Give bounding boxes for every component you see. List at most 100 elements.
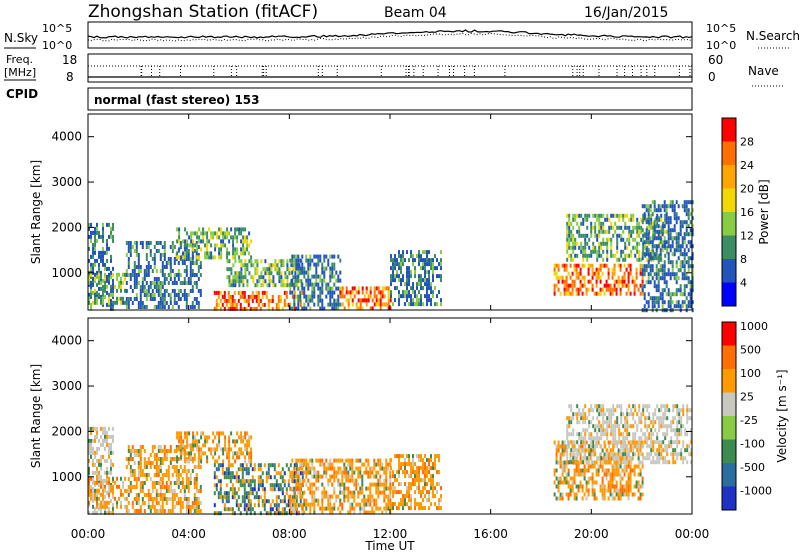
echo-cell xyxy=(169,497,172,501)
echo-cell xyxy=(163,485,166,489)
echo-cell xyxy=(108,446,110,451)
echo-cell xyxy=(606,213,609,218)
echo-cell xyxy=(217,467,220,472)
echo-cell xyxy=(400,266,402,271)
echo-cell xyxy=(147,497,150,501)
echo-cell xyxy=(178,235,181,240)
echo-cell xyxy=(96,450,98,455)
echo-cell xyxy=(377,302,380,307)
echo-cell xyxy=(305,294,308,299)
echo-cell xyxy=(646,257,649,262)
echo-cell xyxy=(335,470,338,475)
echo-cell xyxy=(323,490,326,495)
echo-cell xyxy=(601,480,604,485)
echo-cell xyxy=(598,436,601,441)
echo-cell xyxy=(112,272,114,277)
echo-cell xyxy=(321,290,324,295)
echo-cell xyxy=(94,470,96,475)
echo-cell xyxy=(124,496,126,501)
echo-cell xyxy=(200,459,203,464)
echo-cell xyxy=(653,272,656,277)
echo-cell xyxy=(575,291,578,296)
echo-cell xyxy=(359,474,362,479)
echo-cell xyxy=(137,493,140,497)
echo-cell xyxy=(645,264,648,269)
echo-cell xyxy=(404,494,406,499)
echo-cell xyxy=(133,473,136,477)
echo-cell xyxy=(159,489,162,493)
echo-cell xyxy=(281,467,284,472)
echo-cell xyxy=(331,274,334,279)
echo-cell xyxy=(197,265,200,269)
echo-cell xyxy=(619,476,622,481)
echo-cell xyxy=(187,481,190,485)
echo-cell xyxy=(151,481,154,485)
echo-cell xyxy=(327,494,330,499)
echo-cell xyxy=(606,237,609,242)
echo-cell xyxy=(278,275,281,280)
echo-cell xyxy=(248,435,251,440)
echo-cell xyxy=(566,424,569,429)
echo-cell xyxy=(279,475,282,480)
echo-cell xyxy=(622,229,625,234)
echo-cell xyxy=(315,270,318,275)
echo-cell xyxy=(671,200,674,205)
echo-cell xyxy=(567,283,570,288)
echo-cell xyxy=(153,485,156,489)
echo-cell xyxy=(390,458,392,463)
echo-cell xyxy=(240,271,243,276)
echo-cell xyxy=(607,468,610,473)
echo-cell xyxy=(573,444,576,449)
echo-cell xyxy=(127,493,130,497)
echo-cell xyxy=(677,240,680,245)
echo-cell xyxy=(96,466,98,471)
echo-cell xyxy=(309,502,312,507)
echo-cell xyxy=(418,282,420,287)
echo-cell xyxy=(92,254,94,259)
echo-cell xyxy=(642,241,645,246)
echo-cell xyxy=(257,475,260,480)
echo-cell xyxy=(648,424,651,429)
echo-cell xyxy=(244,259,247,264)
echo-cell xyxy=(102,222,104,227)
echo-cell xyxy=(218,443,221,448)
echo-cell xyxy=(614,428,617,433)
echo-cell xyxy=(576,253,579,258)
echo-cell xyxy=(88,492,90,497)
echo-cell xyxy=(616,444,619,449)
echo-cell xyxy=(555,271,558,276)
echo-cell xyxy=(220,231,223,236)
echo-cell xyxy=(687,280,690,285)
echo-cell xyxy=(585,484,588,489)
echo-cell xyxy=(555,460,558,465)
echo-cell xyxy=(636,444,639,449)
echo-cell xyxy=(679,260,682,265)
echo-cell xyxy=(363,298,366,303)
echo-cell xyxy=(151,293,154,297)
echo-cell xyxy=(655,244,658,249)
echo-cell xyxy=(289,470,292,475)
echo-cell xyxy=(577,291,580,296)
echo-cell xyxy=(261,503,264,508)
echo-cell xyxy=(638,253,641,258)
colorbar-tick-label: 20 xyxy=(740,183,754,196)
echo-cell xyxy=(412,466,414,471)
echo-cell xyxy=(633,484,636,489)
echo-cell xyxy=(656,456,659,461)
echo-cell xyxy=(327,498,330,503)
echo-cell xyxy=(375,498,378,503)
echo-cell xyxy=(669,260,672,265)
echo-cell xyxy=(173,465,176,469)
echo-cell xyxy=(595,283,598,288)
echo-cell xyxy=(553,291,556,296)
echo-cell xyxy=(112,490,114,495)
echo-cell xyxy=(137,305,140,309)
echo-cell xyxy=(102,254,104,259)
echo-cell xyxy=(632,404,635,409)
echo-cell xyxy=(129,249,132,253)
echo-cell xyxy=(131,445,134,449)
echo-cell xyxy=(195,477,198,481)
echo-cell xyxy=(110,450,112,455)
echo-cell xyxy=(626,408,629,413)
echo-cell xyxy=(660,416,663,421)
